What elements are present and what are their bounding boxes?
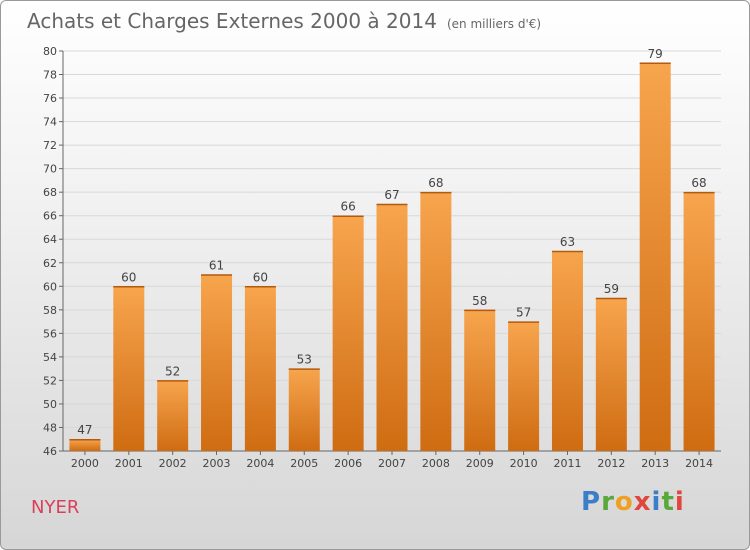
bar-value-label: 60 [253,270,268,284]
y-tick-label: 64 [43,233,57,246]
x-tick-label: 2003 [203,457,231,470]
y-tick-label: 50 [43,398,57,411]
x-tick-label: 2009 [466,457,494,470]
chart-title-text: Achats et Charges Externes 2000 à 2014 [27,9,437,33]
x-tick-label: 2007 [378,457,406,470]
y-tick-label: 62 [43,257,57,270]
bar [508,321,540,451]
y-tick-label: 54 [43,351,57,364]
y-tick-label: 70 [43,163,57,176]
x-tick-label: 2004 [246,457,274,470]
x-tick-label: 2014 [685,457,713,470]
chart-title: Achats et Charges Externes 2000 à 2014 (e… [27,9,541,33]
x-tick-label: 2011 [553,457,581,470]
bar-value-label: 67 [384,188,399,202]
bar [157,380,189,451]
y-tick-label: 78 [43,69,57,82]
bar-value-label: 53 [297,353,312,367]
x-tick-label: 2000 [71,457,99,470]
bar-value-label: 58 [472,294,487,308]
y-tick-label: 60 [43,280,57,293]
proxiti-logo: Proxiti [581,487,685,517]
bar [595,298,627,451]
y-tick-label: 56 [43,327,57,340]
bar-value-label: 61 [209,259,224,273]
x-tick-label: 2008 [422,457,450,470]
logo-letter: x [633,487,652,517]
y-tick-label: 52 [43,374,57,387]
y-tick-label: 68 [43,186,57,199]
bar-value-label: 57 [516,306,531,320]
bar-value-label: 68 [428,176,443,190]
logo-letter: i [674,487,685,517]
logo-letter: o [614,487,634,517]
bar [420,192,452,452]
bar [551,251,583,451]
y-tick-label: 74 [43,116,57,129]
y-tick-label: 76 [43,92,57,105]
bar [376,203,408,451]
logo-letter: t [661,487,675,517]
x-tick-label: 2010 [510,457,538,470]
x-tick-label: 2001 [115,457,143,470]
bar-value-label: 52 [165,364,180,378]
bar [244,286,276,451]
x-tick-label: 2006 [334,457,362,470]
logo-letter: i [651,487,662,517]
chart-unit: (en milliers d'€) [446,17,542,31]
y-tick-label: 72 [43,139,57,152]
bar [683,192,715,452]
bar-value-label: 68 [691,176,706,190]
y-tick-label: 58 [43,304,57,317]
bar-value-label: 59 [604,282,619,296]
logo-letter: r [601,487,615,517]
x-tick-label: 2005 [290,457,318,470]
bar [639,62,671,451]
x-tick-label: 2012 [597,457,625,470]
bar-value-label: 47 [77,423,92,437]
commune-name: NYER [31,497,80,518]
bar [332,215,364,451]
y-tick-label: 46 [43,445,57,458]
bar [201,274,233,451]
bar [113,286,145,451]
bar [464,309,496,451]
bar-value-label: 63 [560,235,575,249]
bar [288,368,320,451]
y-tick-label: 66 [43,210,57,223]
x-tick-label: 2002 [159,457,187,470]
bar [69,439,101,451]
logo-letter: P [581,487,602,517]
bar-value-label: 60 [121,270,136,284]
x-tick-label: 2013 [641,457,669,470]
bar-value-label: 66 [340,200,355,214]
bar-value-label: 79 [648,47,663,61]
y-tick-label: 48 [43,421,57,434]
y-tick-label: 80 [43,45,57,58]
